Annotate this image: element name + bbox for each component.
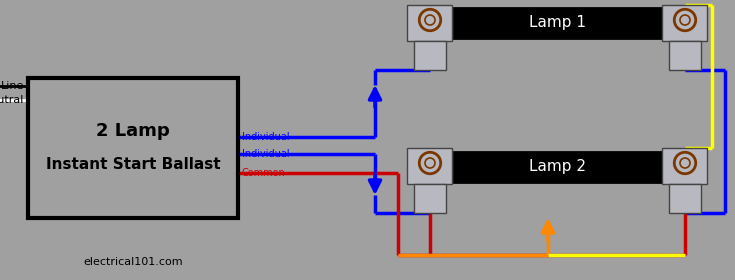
Text: electrical101.com: electrical101.com — [83, 257, 183, 267]
Bar — [415, 184, 445, 213]
Text: Neutral: Neutral — [0, 95, 24, 105]
Text: Common: Common — [242, 168, 286, 178]
Bar — [28, 78, 238, 218]
Text: Instant Start Ballast: Instant Start Ballast — [46, 157, 220, 172]
Text: Lamp 2: Lamp 2 — [529, 160, 586, 174]
Bar — [407, 5, 453, 41]
Text: Individual: Individual — [242, 149, 290, 158]
Text: Individual: Individual — [242, 132, 290, 142]
Bar — [662, 5, 708, 41]
Bar — [670, 41, 700, 70]
Text: Line: Line — [1, 81, 24, 91]
Bar — [407, 148, 453, 184]
Bar — [454, 8, 661, 38]
Bar — [662, 148, 708, 184]
Text: Lamp 1: Lamp 1 — [529, 15, 586, 31]
Bar — [454, 152, 661, 182]
Bar — [670, 184, 700, 213]
Text: 2 Lamp: 2 Lamp — [96, 122, 170, 140]
Bar — [415, 41, 445, 70]
